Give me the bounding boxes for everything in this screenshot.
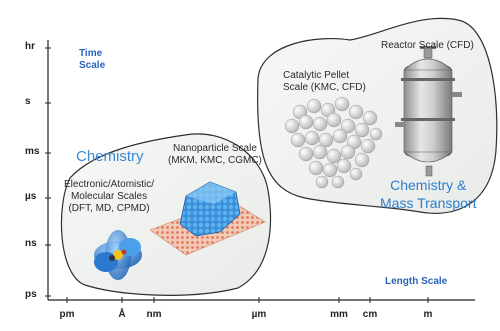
pellet-sphere [318, 132, 334, 148]
x-tick-label: m [423, 309, 433, 320]
x-tick-label: Å [118, 309, 126, 320]
pellet-sphere [331, 175, 345, 189]
y-tick-label: ns [25, 238, 37, 249]
pellet-sphere [354, 122, 370, 138]
y-tick-label: µs [25, 191, 37, 202]
y-tick-label: hr [25, 41, 35, 52]
length-scale-title: Length Scale [385, 276, 448, 287]
time-scale-title: Time Scale [79, 48, 106, 71]
x-tick-label: mm [330, 309, 348, 320]
reactor-scale-label: Reactor Scale (CFD) [381, 40, 474, 51]
pellet-sphere [340, 118, 356, 134]
electronic-scale-label: Electronic/Atomistic/ Molecular Scales (… [64, 179, 155, 214]
pellet-sphere [308, 160, 324, 176]
pellet-sphere [284, 118, 300, 134]
chemistry-mass-transport-label: Chemistry & Mass Transport [380, 177, 477, 211]
pellet-sphere [354, 152, 370, 168]
molecular-orbital-image [94, 230, 142, 280]
nanoparticle-scale-label: Nanoparticle Scale (MKM, KMC, CGMC) [168, 143, 262, 166]
pellet-sphere [336, 158, 352, 174]
catalytic-pellet-scale-label: Catalytic Pellet Scale (KMC, CFD) [283, 70, 366, 93]
pellet-sphere [306, 98, 322, 114]
pellet-sphere [369, 127, 383, 141]
x-tick-label: cm [362, 309, 378, 320]
pellet-sphere [326, 112, 342, 128]
pellet-sphere [298, 146, 314, 162]
y-tick-label: ps [25, 289, 37, 300]
pellet-sphere [304, 130, 320, 146]
x-tick-label: pm [59, 309, 75, 320]
pellet-sphere [362, 110, 378, 126]
pellet-sphere [334, 96, 350, 112]
pellet-sphere [312, 116, 328, 132]
pellet-sphere [340, 144, 356, 160]
pellet-sphere [360, 138, 376, 154]
y-tick-label: ms [25, 146, 40, 157]
pellet-sphere [312, 144, 328, 160]
pellet-sphere [348, 104, 364, 120]
pellet-sphere [298, 114, 314, 130]
nanoparticle-image [149, 181, 266, 256]
pellet-sphere [290, 132, 306, 148]
pellet-sphere [326, 148, 342, 164]
y-tick-label: s [25, 96, 31, 107]
chemistry-label: Chemistry [76, 148, 144, 165]
x-tick-label: nm [146, 309, 162, 320]
pellet-sphere [349, 167, 363, 181]
reactor-image [395, 46, 462, 177]
pellet-sphere [332, 128, 348, 144]
pellet-sphere [315, 175, 329, 189]
x-tick-label: µm [251, 309, 267, 320]
pellet-sphere [322, 162, 338, 178]
catalytic-pellet-image [284, 96, 383, 189]
